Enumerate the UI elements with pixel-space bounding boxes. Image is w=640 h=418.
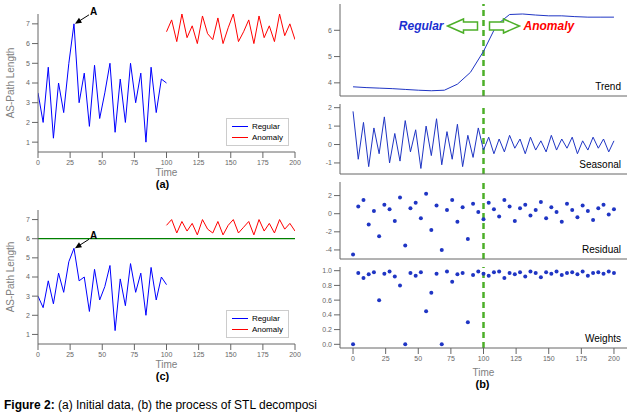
svg-text:3: 3 bbox=[26, 293, 30, 300]
svg-text:0.2: 0.2 bbox=[322, 326, 332, 333]
svg-text:0.0: 0.0 bbox=[322, 341, 332, 348]
html-text:(c): (c) bbox=[155, 370, 170, 382]
svg-text:5: 5 bbox=[26, 254, 30, 261]
svg-text:1: 1 bbox=[328, 123, 332, 130]
svg-text:50: 50 bbox=[98, 159, 106, 166]
html-text:Anomaly: Anomaly bbox=[251, 325, 283, 334]
svg-text:-2: -2 bbox=[326, 228, 332, 235]
svg-text:A: A bbox=[90, 230, 97, 241]
svg-text:125: 125 bbox=[193, 351, 205, 358]
svg-text:150: 150 bbox=[225, 159, 237, 166]
svg-text:Time: Time bbox=[156, 359, 178, 370]
html-text:(a): (a) bbox=[155, 178, 170, 190]
svg-text:0: 0 bbox=[36, 159, 40, 166]
svg-text:6: 6 bbox=[26, 235, 30, 242]
svg-text:125: 125 bbox=[510, 355, 522, 362]
svg-text:5: 5 bbox=[328, 53, 332, 60]
svg-text:AS-Path Length: AS-Path Length bbox=[8, 242, 16, 313]
html-text:Regular: Regular bbox=[251, 314, 280, 323]
svg-text:-1: -1 bbox=[326, 159, 332, 166]
svg-text:50: 50 bbox=[414, 355, 422, 362]
svg-text:25: 25 bbox=[382, 355, 390, 362]
svg-text:2: 2 bbox=[328, 104, 332, 111]
svg-text:3: 3 bbox=[26, 99, 30, 106]
html-text:Residual: Residual bbox=[582, 244, 621, 255]
svg-text:75: 75 bbox=[130, 351, 138, 358]
svg-text:7: 7 bbox=[26, 20, 30, 27]
svg-text:1: 1 bbox=[26, 139, 30, 146]
svg-text:0: 0 bbox=[36, 351, 40, 358]
html-text:Anomaly: Anomaly bbox=[251, 133, 283, 142]
svg-text:-4: -4 bbox=[326, 246, 332, 253]
svg-text:200: 200 bbox=[289, 351, 301, 358]
svg-text:4: 4 bbox=[26, 273, 30, 280]
svg-text:7: 7 bbox=[26, 216, 30, 223]
svg-text:125: 125 bbox=[193, 159, 205, 166]
svg-text:2: 2 bbox=[26, 119, 30, 126]
svg-text:175: 175 bbox=[575, 355, 587, 362]
html-text:Trend: Trend bbox=[595, 81, 621, 92]
html-text:Anomaly: Anomaly bbox=[523, 19, 575, 33]
svg-text:Time: Time bbox=[473, 367, 495, 378]
svg-text:200: 200 bbox=[289, 159, 301, 166]
html-text:Figure 2: (a) Initial data, (b: Figure 2: (a) Initial data, (b) the proc… bbox=[4, 398, 317, 412]
svg-text:4: 4 bbox=[26, 79, 30, 86]
svg-text:0: 0 bbox=[328, 141, 332, 148]
svg-text:200: 200 bbox=[608, 355, 620, 362]
svg-text:50: 50 bbox=[98, 351, 106, 358]
svg-text:2: 2 bbox=[26, 312, 30, 319]
svg-text:0.6: 0.6 bbox=[322, 297, 332, 304]
svg-text:5: 5 bbox=[26, 60, 30, 67]
svg-text:100: 100 bbox=[161, 351, 173, 358]
svg-text:75: 75 bbox=[130, 159, 138, 166]
svg-text:1.0: 1.0 bbox=[322, 267, 332, 274]
svg-text:0.4: 0.4 bbox=[322, 311, 332, 318]
svg-text:25: 25 bbox=[66, 351, 74, 358]
svg-text:6: 6 bbox=[328, 27, 332, 34]
svg-text:150: 150 bbox=[543, 355, 555, 362]
html-text:(b): (b) bbox=[475, 378, 490, 390]
html-text:Regular: Regular bbox=[251, 122, 280, 131]
svg-text:2: 2 bbox=[328, 192, 332, 199]
svg-text:1: 1 bbox=[26, 331, 30, 338]
svg-text:Time: Time bbox=[156, 167, 178, 178]
html-text:Weights: Weights bbox=[585, 333, 621, 344]
svg-text:150: 150 bbox=[225, 351, 237, 358]
svg-text:4: 4 bbox=[328, 79, 332, 86]
svg-text:0: 0 bbox=[351, 355, 355, 362]
html-text:Seasonal: Seasonal bbox=[579, 159, 621, 170]
svg-text:A: A bbox=[90, 6, 97, 17]
svg-text:175: 175 bbox=[257, 159, 269, 166]
svg-text:100: 100 bbox=[161, 159, 173, 166]
svg-text:25: 25 bbox=[66, 159, 74, 166]
svg-text:75: 75 bbox=[447, 355, 455, 362]
svg-text:AS-Path Length: AS-Path Length bbox=[8, 48, 16, 119]
svg-text:100: 100 bbox=[478, 355, 490, 362]
svg-text:6: 6 bbox=[26, 40, 30, 47]
svg-text:0.8: 0.8 bbox=[322, 282, 332, 289]
svg-text:175: 175 bbox=[257, 351, 269, 358]
html-text:Regular: Regular bbox=[398, 19, 444, 33]
svg-text:0: 0 bbox=[328, 210, 332, 217]
